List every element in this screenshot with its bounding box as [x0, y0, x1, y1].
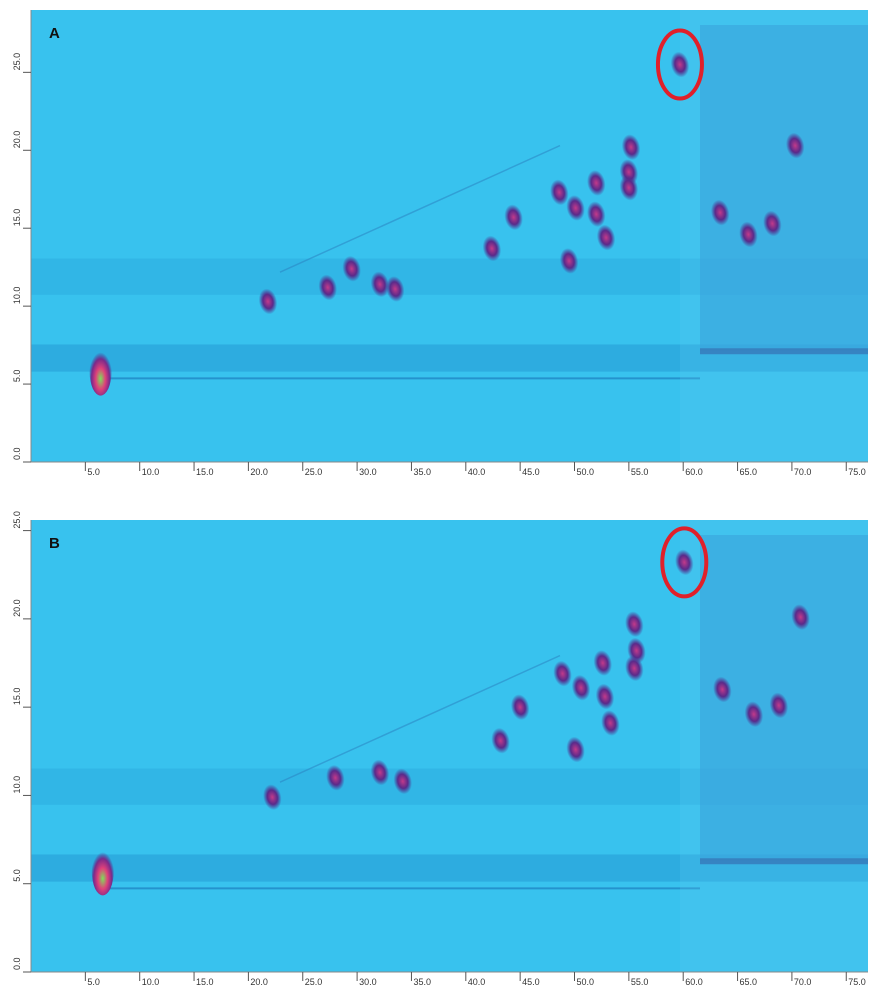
x-tick-label: 65.0 [740, 977, 758, 987]
x-tick-label: 70.0 [794, 467, 812, 477]
x-tick-label: 40.0 [468, 977, 486, 987]
peak [90, 348, 112, 396]
y-tick-label: 15.0 [12, 209, 22, 227]
chart-panel: A 5.0 10.0 15.0 20.0 25.0 30.0 35.0 40.0 45.0 50.0… [12, 10, 868, 480]
x-tick-label: 60.0 [685, 467, 703, 477]
y-tick-label: 10.0 [12, 287, 22, 305]
y-tick-label: 20.0 [12, 599, 22, 617]
x-tick-label: 75.0 [848, 467, 866, 477]
y-tick-label: 0.0 [12, 957, 22, 970]
x-tick-label: 50.0 [577, 467, 595, 477]
panel-label: A [49, 25, 60, 42]
x-tick-label: 65.0 [740, 467, 758, 477]
y-tick-label: 25.0 [12, 53, 22, 71]
y-tick-label: 15.0 [12, 688, 22, 706]
background-region [680, 520, 868, 972]
x-tick-label: 55.0 [631, 467, 649, 477]
x-tick-label: 40.0 [468, 467, 486, 477]
x-tick-label: 35.0 [413, 977, 431, 987]
figure: A 5.0 10.0 15.0 20.0 25.0 30.0 35.0 40.0 45.0 50.0… [0, 0, 876, 992]
x-tick-label: 30.0 [359, 977, 377, 987]
y-tick-label: 5.0 [12, 370, 22, 383]
y-tick-label: 25.0 [12, 511, 22, 529]
x-tick-label: 5.0 [87, 467, 100, 477]
x-tick-label: 45.0 [522, 467, 540, 477]
y-tick-label: 0.0 [12, 447, 22, 460]
x-tick-label: 20.0 [250, 467, 268, 477]
y-tick-label: 5.0 [12, 869, 22, 882]
x-tick-label: 25.0 [305, 467, 323, 477]
chart-panel: B 5.0 10.0 15.0 20.0 25.0 30.0 35.0 40.0 45.0 50.0… [12, 511, 868, 990]
x-tick-label: 45.0 [522, 977, 540, 987]
x-tick-label: 5.0 [87, 977, 100, 987]
panel-label: B [49, 535, 60, 552]
x-tick-label: 60.0 [685, 977, 703, 987]
x-tick-label: 70.0 [794, 977, 812, 987]
x-tick-label: 50.0 [577, 977, 595, 987]
x-tick-label: 35.0 [413, 467, 431, 477]
x-tick-label: 25.0 [305, 977, 323, 987]
x-tick-label: 10.0 [142, 467, 160, 477]
x-tick-label: 15.0 [196, 467, 214, 477]
x-tick-label: 15.0 [196, 977, 214, 987]
peak [92, 847, 114, 895]
x-tick-label: 55.0 [631, 977, 649, 987]
x-tick-label: 75.0 [848, 977, 866, 987]
y-tick-label: 20.0 [12, 131, 22, 149]
x-tick-label: 10.0 [142, 977, 160, 987]
x-tick-label: 20.0 [250, 977, 268, 987]
x-tick-label: 30.0 [359, 467, 377, 477]
y-tick-label: 10.0 [12, 776, 22, 794]
